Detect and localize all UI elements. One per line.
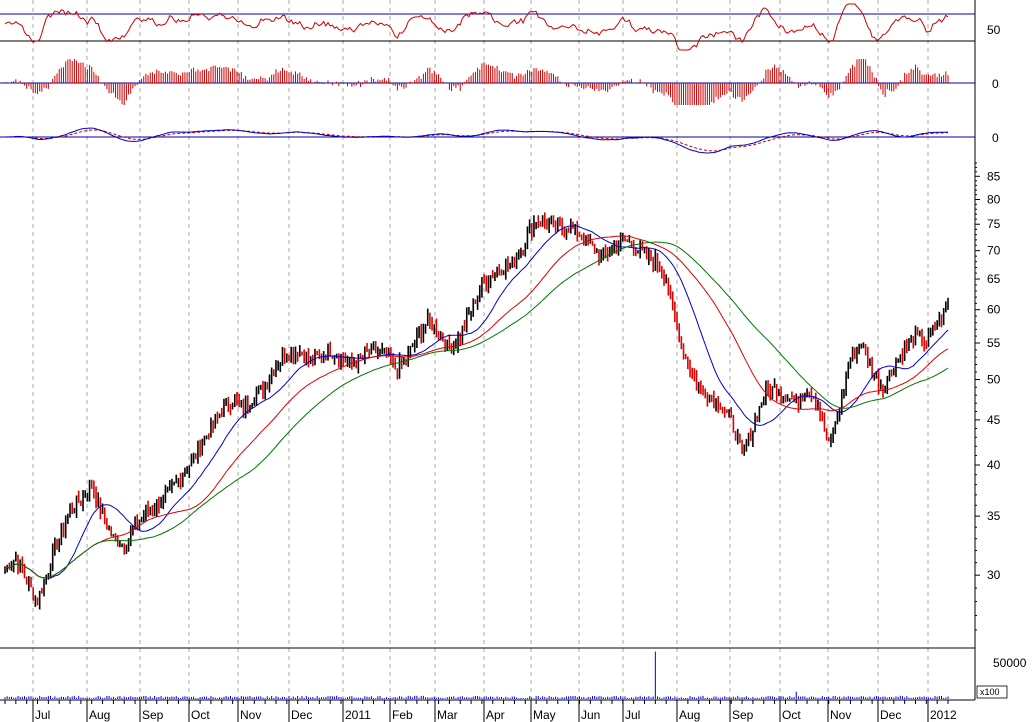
month-label: Oct bbox=[782, 708, 801, 722]
month-label: Nov bbox=[240, 708, 261, 722]
month-label: Sep bbox=[732, 708, 754, 722]
moving-average-line bbox=[4, 235, 949, 579]
month-label: 2011 bbox=[345, 708, 371, 722]
volume-unit-box bbox=[976, 685, 1008, 699]
panel1-tick-label: 50 bbox=[987, 23, 1001, 37]
month-label: Dec bbox=[880, 708, 901, 722]
month-label: Sep bbox=[142, 708, 164, 722]
volume-bars bbox=[4, 651, 949, 699]
oscillator-panel-3: 0 bbox=[0, 127, 999, 154]
time-axis: Jul Aug Sep Oct Nov Dec 2011 Feb Mar Apr May Jun Jul… bbox=[4, 700, 957, 722]
moving-average-lines bbox=[4, 225, 949, 579]
oscillator-panel-1: 50 bbox=[0, 3, 1001, 51]
price-tick-label: 70 bbox=[987, 244, 1001, 258]
moving-average-line bbox=[4, 241, 949, 579]
month-label: Nov bbox=[830, 708, 851, 722]
month-label: 2012 bbox=[930, 708, 957, 722]
price-tick-label: 55 bbox=[987, 336, 1001, 350]
oscillator-panel-2: 0 bbox=[0, 59, 999, 105]
price-tick-label: 45 bbox=[987, 413, 1001, 427]
moving-average-line bbox=[4, 225, 949, 579]
price-tick-label: 80 bbox=[987, 193, 1001, 207]
price-axis: 30 35 40 45 50 55 60 65 70 75 80 85 bbox=[975, 162, 1001, 631]
month-label: Aug bbox=[89, 708, 110, 722]
panel3-tick-label: 0 bbox=[992, 131, 999, 145]
price-tick-label: 60 bbox=[987, 303, 1001, 317]
price-tick-label: 85 bbox=[987, 169, 1001, 183]
price-tick-label: 50 bbox=[987, 373, 1001, 387]
panel3-main-line bbox=[4, 127, 948, 154]
month-label: Jul bbox=[625, 708, 640, 722]
month-label: Aug bbox=[679, 708, 700, 722]
price-tick-label: 75 bbox=[987, 217, 1001, 231]
month-label: May bbox=[533, 708, 556, 722]
volume-unit-label: x100 bbox=[980, 687, 1000, 697]
price-tick-label: 30 bbox=[987, 568, 1001, 582]
panel2-tick-label: 0 bbox=[992, 77, 999, 91]
month-label: Jun bbox=[581, 708, 600, 722]
month-label: Feb bbox=[392, 708, 413, 722]
month-label: Dec bbox=[291, 708, 312, 722]
month-label: Jul bbox=[35, 708, 50, 722]
month-label: Apr bbox=[486, 708, 505, 722]
panel1-oscillator-line bbox=[4, 3, 949, 51]
price-tick-label: 65 bbox=[987, 272, 1001, 286]
price-series bbox=[4, 212, 949, 610]
month-label: Mar bbox=[437, 708, 458, 722]
price-tick-label: 35 bbox=[987, 509, 1001, 523]
volume-tick-label: 50000 bbox=[993, 656, 1027, 670]
price-tick-label: 40 bbox=[987, 458, 1001, 472]
month-label: Oct bbox=[191, 708, 210, 722]
